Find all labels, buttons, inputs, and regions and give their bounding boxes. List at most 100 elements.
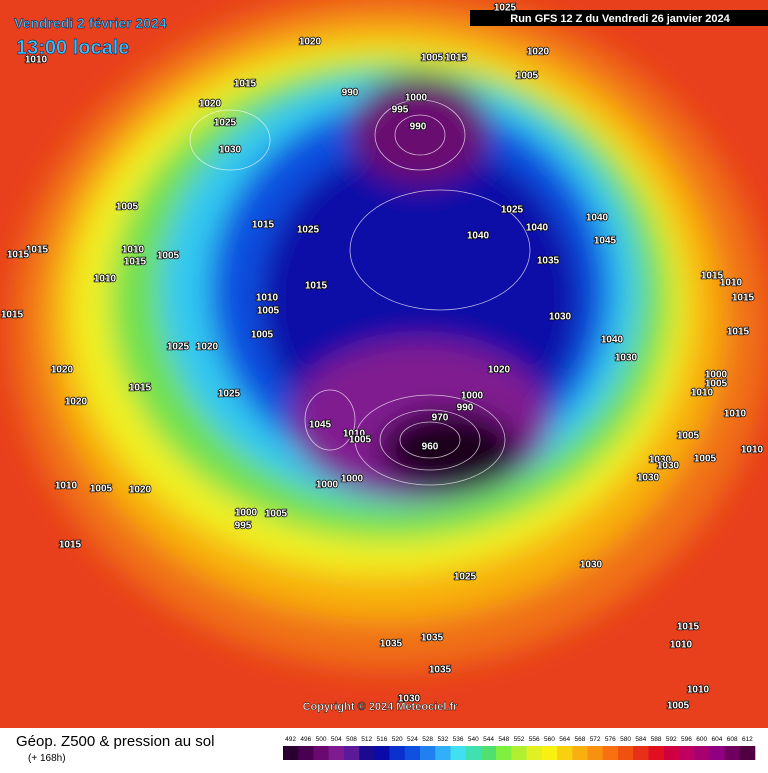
scale-label: 568 — [574, 736, 585, 743]
forecast-date: Vendredi 2 février 2024 — [14, 15, 167, 31]
scale-swatch — [572, 746, 588, 760]
scale-swatch — [617, 746, 634, 760]
pressure-label: 1000 — [405, 93, 428, 104]
scale-swatch — [724, 746, 741, 760]
pressure-label: 1005 — [90, 484, 113, 495]
scale-swatch — [389, 746, 406, 760]
scale-label: 504 — [331, 736, 342, 743]
pressure-label: 1035 — [537, 256, 560, 267]
scale-swatch — [328, 746, 345, 760]
pressure-label: 1010 — [122, 245, 145, 256]
pressure-label: 990 — [410, 122, 427, 133]
scale-swatch — [420, 746, 436, 760]
scale-label: 516 — [377, 736, 388, 743]
pressure-label: 1030 — [615, 353, 638, 364]
scale-swatch — [663, 746, 680, 760]
pressure-label: 1005 — [265, 509, 288, 520]
scale-swatch — [587, 746, 604, 760]
color-scale: 492 496 500 504 508 512 516 520 524 528 532 536 540 5… — [283, 736, 756, 760]
pressure-label: 1015 — [445, 53, 468, 64]
pressure-label: 1025 — [167, 342, 190, 353]
forecast-time: 13:00 locale — [16, 37, 129, 59]
scale-label: 592 — [666, 736, 677, 743]
pressure-label: 1010 — [256, 293, 279, 304]
pressure-label: 1010 — [720, 278, 743, 289]
scale-swatch — [602, 746, 619, 760]
scale-label: 512 — [361, 736, 372, 743]
pressure-label: 1030 — [580, 560, 603, 571]
pressure-label: 1005 — [705, 379, 728, 390]
scale-label: 572 — [590, 736, 601, 743]
pressure-label: 1020 — [527, 47, 550, 58]
pressure-label: 1005 — [694, 454, 717, 465]
scale-swatch — [313, 746, 329, 760]
pressure-label: 1010 — [94, 274, 117, 285]
pressure-label: 1045 — [594, 236, 617, 247]
pressure-label: 1035 — [429, 665, 452, 676]
pressure-label: 1035 — [380, 639, 403, 650]
pressure-label: 1015 — [732, 293, 755, 304]
pressure-label: 1015 — [26, 245, 49, 256]
pressure-label: 1010 — [25, 55, 48, 66]
scale-swatch — [511, 746, 527, 760]
scale-swatch — [435, 746, 451, 760]
footer-title: Géop. Z500 & pression au sol — [16, 733, 214, 750]
pressure-label: 1005 — [157, 251, 180, 262]
pressure-label: 1005 — [677, 431, 700, 442]
pressure-label: 1020 — [196, 342, 219, 353]
scale-label: 524 — [407, 736, 418, 743]
scale-swatch — [648, 746, 664, 760]
scale-swatch — [404, 746, 421, 760]
pressure-label: 1000 — [461, 391, 484, 402]
scale-label: 588 — [651, 736, 662, 743]
scale-label: 528 — [422, 736, 433, 743]
run-banner — [470, 10, 768, 26]
copyright: Copyright © 2024 Meteociel.fr — [303, 701, 459, 713]
scale-swatch — [343, 746, 360, 760]
scale-label: 536 — [453, 736, 464, 743]
pressure-label: 1020 — [65, 397, 88, 408]
pressure-label: 1030 — [398, 694, 421, 705]
pressure-label: 1030 — [649, 455, 672, 466]
pressure-label: 1000 — [705, 370, 728, 381]
pressure-label: 1015 — [677, 622, 700, 633]
pressure-label: 1005 — [251, 330, 274, 341]
pressure-label: 1015 — [124, 257, 147, 268]
pressure-label: 1025 — [218, 389, 241, 400]
pressure-label: 1015 — [7, 250, 30, 261]
pressure-label: 995 — [392, 105, 409, 116]
scale-swatch — [374, 746, 390, 760]
scale-label: 492 — [285, 736, 296, 743]
pressure-label: 1005 — [116, 202, 139, 213]
pressure-label: 1005 — [349, 435, 372, 446]
pressure-label: 1035 — [421, 633, 444, 644]
scale-swatch — [496, 746, 512, 760]
scale-swatch — [480, 746, 497, 760]
pressure-label: 990 — [457, 403, 474, 414]
pressure-label: 1010 — [687, 685, 710, 696]
pressure-label: 1040 — [526, 223, 549, 234]
pressure-label: 960 — [422, 442, 439, 453]
pressure-label: 1015 — [727, 327, 750, 338]
geopotential-field — [0, 0, 768, 728]
pressure-label: 1000 — [316, 480, 339, 491]
scale-label: 608 — [727, 736, 738, 743]
pressure-label: 1010 — [670, 640, 693, 651]
pressure-label: 1020 — [129, 485, 152, 496]
scale-label: 520 — [392, 736, 403, 743]
run-info: Run GFS 12 Z du Vendredi 26 janvier 2024 — [510, 13, 730, 25]
scale-label: 540 — [468, 736, 479, 743]
scale-swatch — [739, 746, 756, 760]
pressure-label: 1010 — [691, 388, 714, 399]
pressure-label: 1030 — [549, 312, 572, 323]
pressure-label: 1030 — [657, 461, 680, 472]
pressure-label: 1025 — [214, 118, 237, 129]
scale-label: 496 — [300, 736, 311, 743]
pressure-label: 1030 — [219, 145, 242, 156]
scale-label: 552 — [514, 736, 525, 743]
scale-label: 612 — [742, 736, 753, 743]
pressure-label: 1020 — [199, 99, 222, 110]
scale-swatch — [633, 746, 649, 760]
